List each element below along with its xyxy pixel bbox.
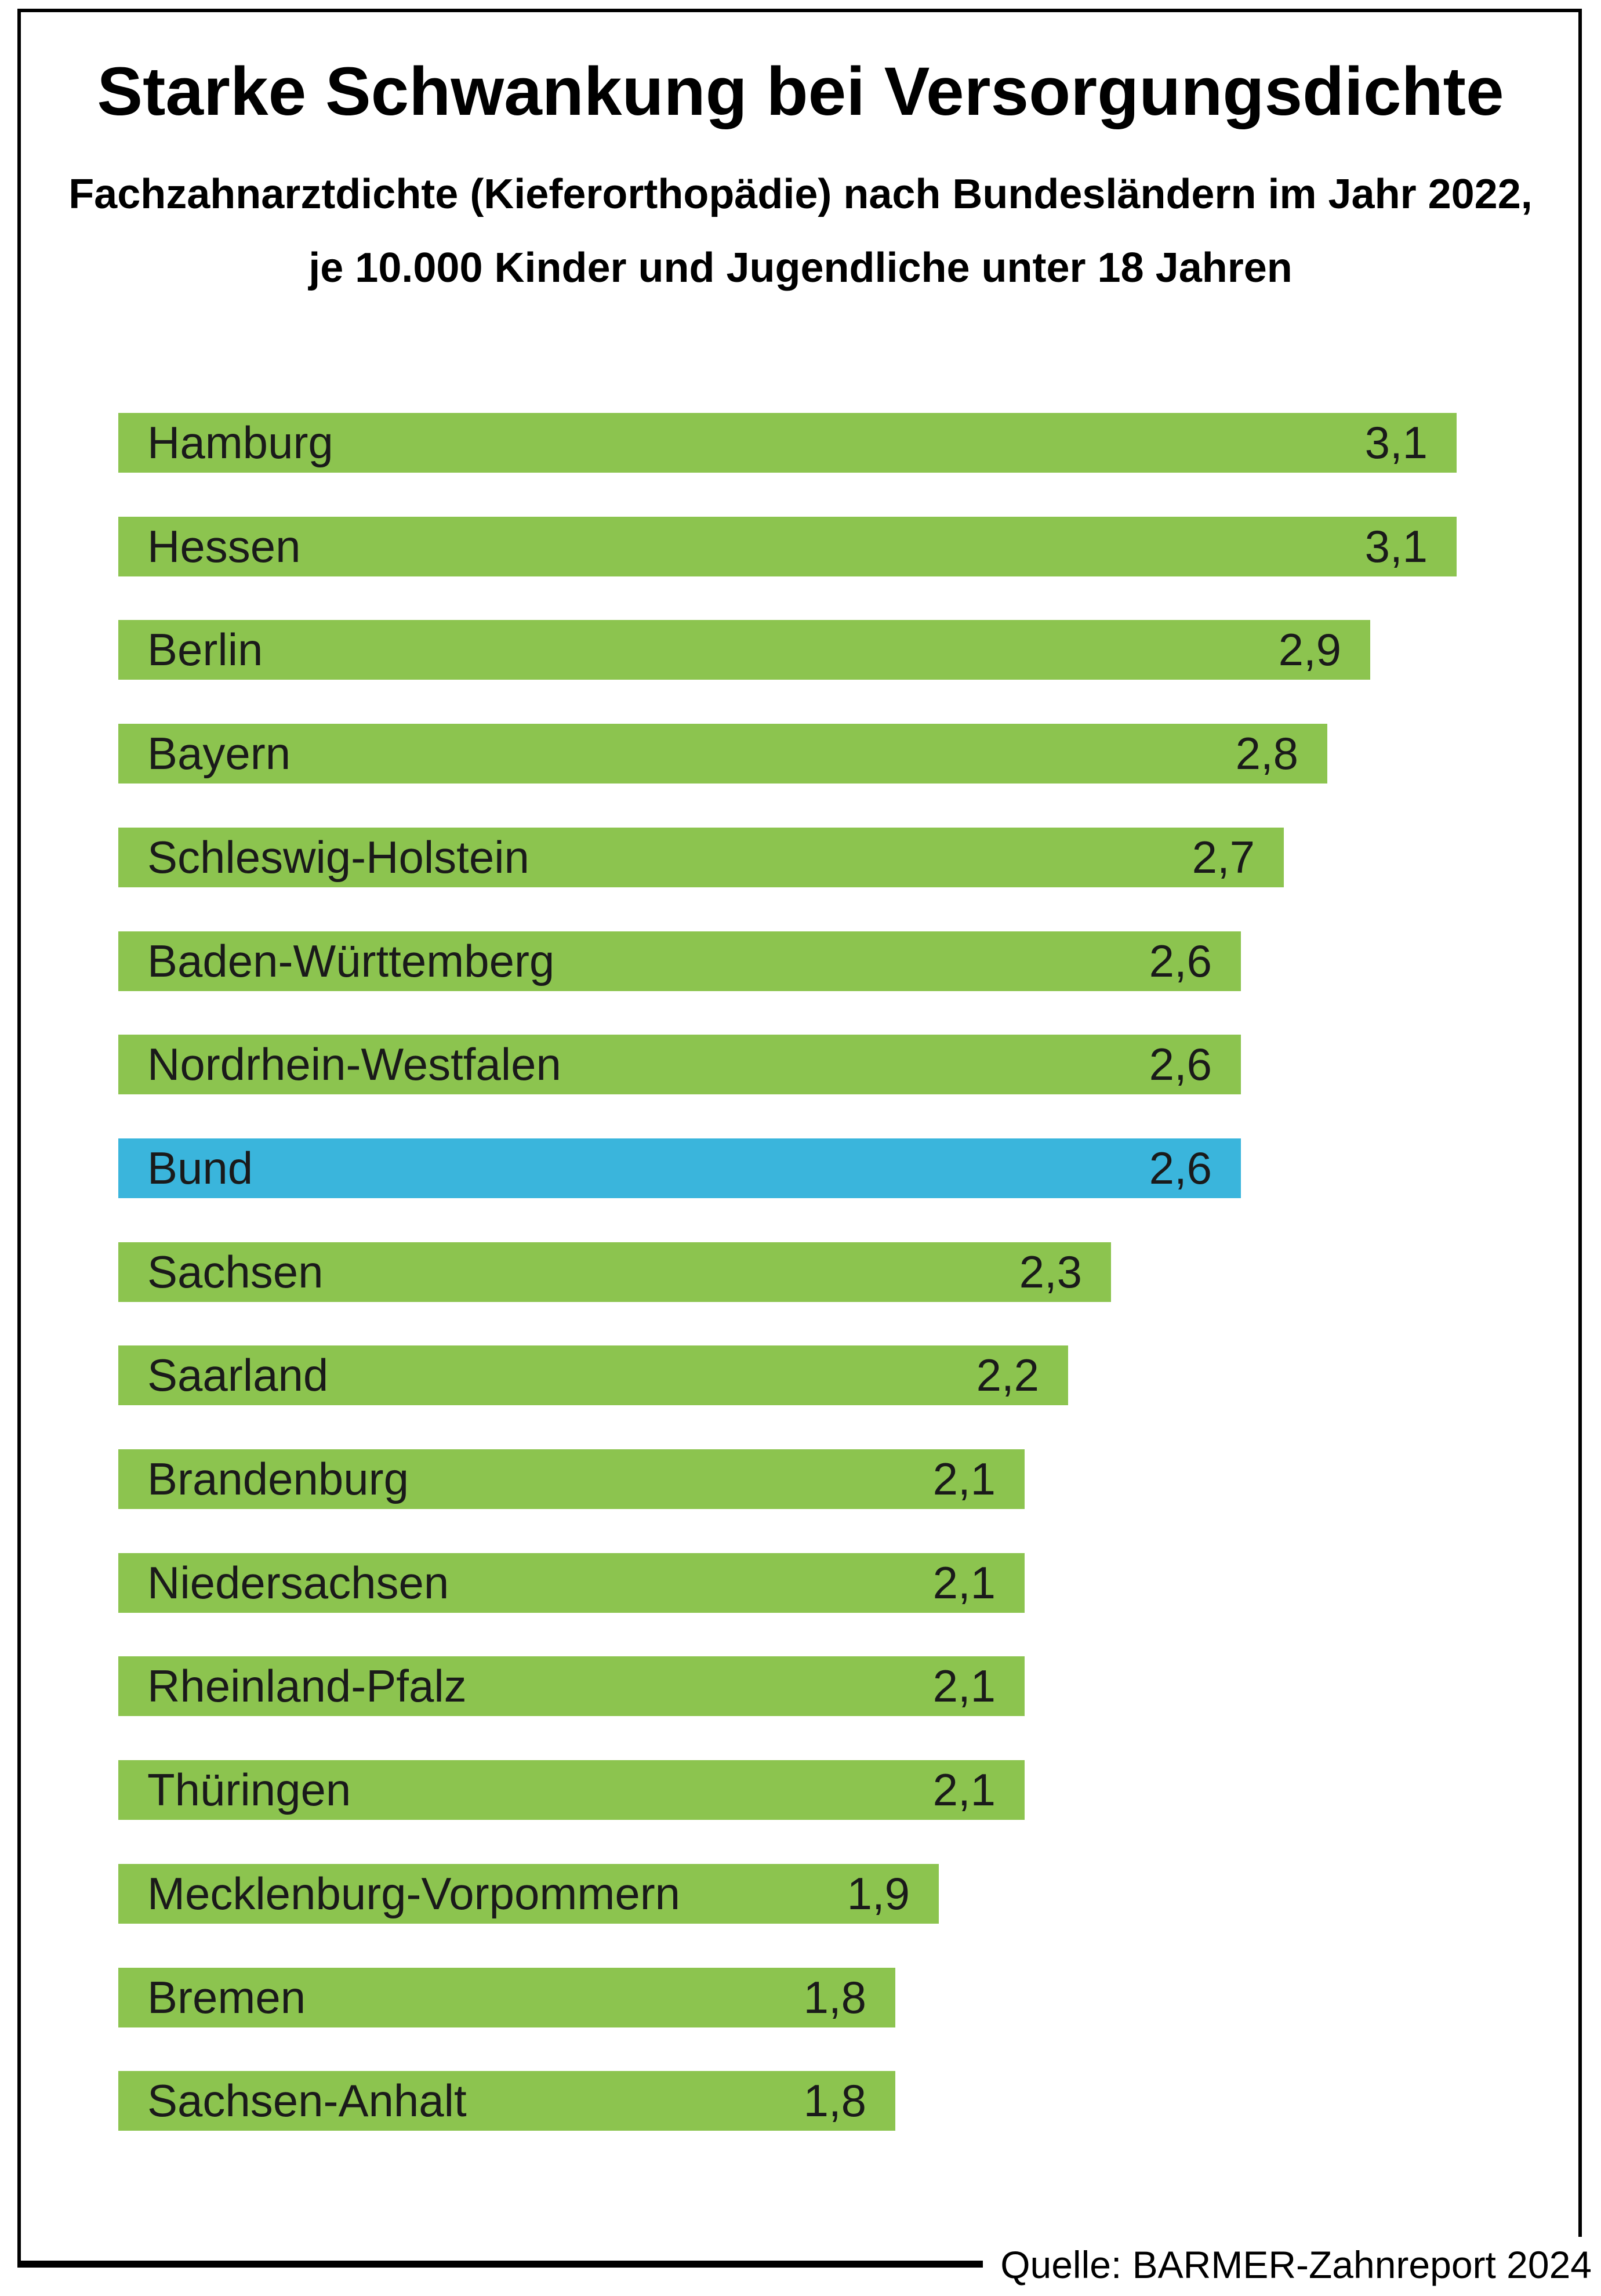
chart-subtitle-line-2: je 10.000 Kinder und Jugendliche unter 1… [308, 244, 1293, 291]
bar-row: Schleswig-Holstein 2,7 [118, 828, 1284, 887]
bar-value: 2,1 [932, 1764, 996, 1815]
bar-row: Berlin 2,9 [118, 620, 1370, 680]
bar-row: Thüringen 2,1 [118, 1760, 1025, 1820]
bar-value: 3,1 [1364, 521, 1428, 572]
bar-row: Sachsen-Anhalt 1,8 [118, 2071, 895, 2131]
bar-label: Schleswig-Holstein [147, 832, 529, 883]
bar-label: Bayern [147, 728, 291, 779]
bar-value: 2,1 [932, 1660, 996, 1711]
bar-label: Nordrhein-Westfalen [147, 1039, 561, 1090]
bar-label: Mecklenburg-Vorpommern [147, 1868, 681, 1919]
bar-value: 2,2 [976, 1350, 1039, 1401]
bar-label: Bremen [147, 1972, 306, 2023]
bar-label: Niedersachsen [147, 1557, 449, 1608]
bar-value: 1,9 [847, 1868, 910, 1919]
bar-value: 2,9 [1278, 624, 1341, 675]
bar-label: Sachsen-Anhalt [147, 2075, 467, 2126]
bar-label: Berlin [147, 624, 263, 675]
bar-value: 2,1 [932, 1453, 996, 1504]
bar-value: 2,6 [1149, 935, 1212, 986]
bar-row: Nordrhein-Westfalen 2,6 [118, 1035, 1241, 1094]
bar-value: 2,1 [932, 1557, 996, 1608]
bar-label: Sachsen [147, 1246, 324, 1297]
chart-subtitle: Fachzahnarztdichte (Kieferorthopädie) na… [21, 158, 1580, 304]
bar-label: Rheinland-Pfalz [147, 1660, 467, 1711]
bar-row: Bund 2,6 [118, 1138, 1241, 1198]
bar-row: Brandenburg 2,1 [118, 1449, 1025, 1509]
bar-label: Saarland [147, 1350, 329, 1401]
bar-value: 2,7 [1192, 832, 1255, 883]
bar-row: Mecklenburg-Vorpommern 1,9 [118, 1864, 939, 1924]
bar-value: 2,6 [1149, 1142, 1212, 1194]
bar-row: Rheinland-Pfalz 2,1 [118, 1656, 1025, 1716]
bar-label: Thüringen [147, 1764, 351, 1815]
bar-row: Hessen 3,1 [118, 517, 1457, 576]
bar-value: 1,8 [803, 1972, 866, 2023]
bar-value: 3,1 [1364, 417, 1428, 468]
bar-label: Baden-Württemberg [147, 935, 555, 986]
bar-row: Bayern 2,8 [118, 724, 1327, 784]
bar-row: Sachsen 2,3 [118, 1242, 1111, 1302]
source-note: Quelle: BARMER-Zahnreport 2024 [983, 2237, 1592, 2289]
bar-value: 2,6 [1149, 1039, 1212, 1090]
chart-title: Starke Schwankung bei Versorgungsdichte [97, 53, 1504, 130]
bar-value: 1,8 [803, 2075, 866, 2126]
bar-value: 2,8 [1235, 728, 1298, 779]
bar-label: Bund [147, 1142, 253, 1194]
bar-row: Baden-Württemberg 2,6 [118, 931, 1241, 991]
bar-label: Brandenburg [147, 1453, 409, 1504]
bar-row: Hamburg 3,1 [118, 413, 1457, 473]
chart-subtitle-line-1: Fachzahnarztdichte (Kieferorthopädie) na… [68, 171, 1533, 217]
bar-value: 2,3 [1019, 1246, 1082, 1297]
bar-label: Hamburg [147, 417, 333, 468]
bar-label: Hessen [147, 521, 301, 572]
bar-row: Saarland 2,2 [118, 1345, 1068, 1405]
bar-row: Bremen 1,8 [118, 1968, 895, 2027]
bar-row: Niedersachsen 2,1 [118, 1553, 1025, 1613]
